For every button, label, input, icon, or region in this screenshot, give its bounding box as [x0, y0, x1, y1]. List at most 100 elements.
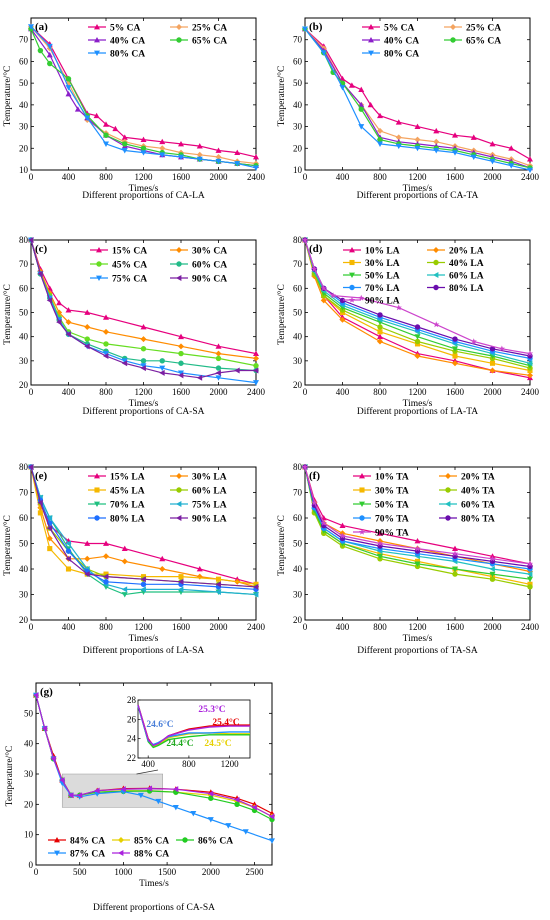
chart-panel-6: 0 500 1000 1500 2000 2500 0 10 20 30 40 50 Times/s Te… — [4, 682, 275, 913]
data-point — [103, 132, 109, 138]
legend-marker — [96, 261, 102, 267]
legend-entry: 75% LA — [192, 501, 227, 511]
data-point — [65, 76, 72, 82]
legend-marker — [94, 473, 100, 479]
y-tick-label: 70 — [293, 488, 303, 498]
legend-marker — [433, 259, 439, 266]
series-8 — [301, 463, 534, 567]
data-point — [414, 324, 421, 330]
legend-marker — [176, 247, 182, 253]
series-4 — [33, 692, 275, 820]
data-point — [489, 360, 496, 366]
data-point — [84, 571, 90, 578]
data-point — [527, 156, 533, 162]
data-point — [358, 106, 364, 112]
legend: 5% CA 25% CA 40% CA 65% CA 80% CA — [88, 24, 227, 60]
legend-entry: 40% CA — [110, 37, 145, 47]
data-point — [67, 792, 74, 799]
x-tick-label: 1600 — [446, 172, 465, 182]
panel-label: (f) — [309, 470, 320, 482]
data-point — [395, 134, 402, 141]
legend-marker — [176, 487, 182, 493]
legend-entry: 5% CA — [110, 24, 140, 34]
data-point — [414, 136, 421, 143]
data-point — [215, 375, 222, 381]
data-point — [253, 380, 259, 386]
data-point — [377, 553, 383, 560]
data-point — [41, 725, 48, 732]
data-point — [215, 153, 222, 160]
y-tick-label: 80 — [293, 235, 303, 245]
data-point — [339, 297, 346, 304]
legend-marker — [118, 850, 124, 856]
data-point — [121, 148, 128, 154]
y-tick-label: 50 — [19, 308, 29, 318]
data-point — [28, 24, 34, 30]
data-point — [358, 86, 365, 93]
y-tick-label: 50 — [293, 308, 303, 318]
legend-entry: 40% LA — [449, 259, 484, 269]
y-tick-label: 70 — [293, 259, 303, 269]
legend-entry: 60% LA — [449, 272, 484, 282]
x-tick-label: 800 — [99, 387, 113, 397]
data-point — [178, 350, 184, 357]
x-tick-label: 400 — [62, 172, 76, 182]
data-point — [159, 369, 165, 376]
y-tick-label: 40 — [19, 100, 29, 110]
series-line — [30, 466, 257, 588]
data-point — [159, 365, 166, 372]
data-point — [65, 548, 72, 554]
data-point — [527, 584, 533, 590]
x-tick-label: 1000 — [114, 867, 133, 877]
data-point — [103, 353, 109, 359]
data-point — [121, 592, 128, 598]
x-tick-label: 1600 — [446, 622, 465, 632]
x-tick-label: 2400 — [247, 172, 266, 182]
inset-y-tick-label: 28 — [127, 695, 137, 705]
y-tick-label: 30 — [19, 356, 29, 366]
x-tick-label: 400 — [336, 387, 350, 397]
data-point — [103, 579, 109, 585]
data-point — [489, 555, 496, 562]
data-point — [253, 350, 259, 356]
x-tick-label: 1600 — [172, 622, 191, 632]
legend-marker — [54, 837, 60, 843]
data-point — [251, 804, 257, 811]
chart-panel-5: 0 400 800 1200 1600 2000 2400 20 30 40 50 60 70 80 Tim… — [276, 462, 540, 656]
legend-marker — [368, 37, 374, 43]
series-1 — [28, 464, 259, 590]
data-point — [140, 586, 146, 593]
chart-panel-0: 0 400 800 1200 1600 2000 2400 10 20 30 40 50 60 70 Tim… — [2, 17, 266, 201]
series-7 — [28, 464, 259, 590]
y-tick-label: 60 — [19, 56, 29, 66]
data-point — [140, 358, 147, 364]
legend-entry: 60% CA — [192, 261, 227, 271]
x-tick-label: 0 — [303, 172, 308, 182]
x-tick-label: 2400 — [521, 172, 540, 182]
data-point — [56, 319, 62, 326]
y-tick-label: 30 — [293, 590, 303, 600]
inset-y-tick-label: 24 — [127, 734, 137, 744]
data-point — [178, 586, 184, 593]
data-point — [433, 148, 440, 154]
panel-caption: Different proportions of CA-SA — [93, 902, 215, 913]
legend-marker — [54, 850, 60, 856]
x-tick-label: 1200 — [135, 622, 154, 632]
legend-entry: 5% CA — [384, 24, 414, 34]
y-tick-label: 20 — [293, 615, 303, 625]
inset-annotation: 25.3°C — [198, 704, 225, 715]
data-point — [414, 338, 421, 345]
data-point — [196, 566, 203, 572]
data-point — [489, 576, 496, 582]
x-tick-label: 800 — [373, 387, 387, 397]
legend: 84% CA 85% CA 86% CA 87% CA 88% CA — [48, 837, 233, 860]
data-point — [196, 143, 203, 149]
data-point — [225, 823, 232, 829]
legend-marker — [176, 24, 182, 30]
data-point — [159, 566, 166, 572]
y-tick-label: 10 — [293, 165, 303, 175]
data-point — [178, 370, 184, 376]
data-point — [377, 338, 383, 345]
data-point — [103, 573, 109, 580]
data-point — [234, 367, 240, 374]
